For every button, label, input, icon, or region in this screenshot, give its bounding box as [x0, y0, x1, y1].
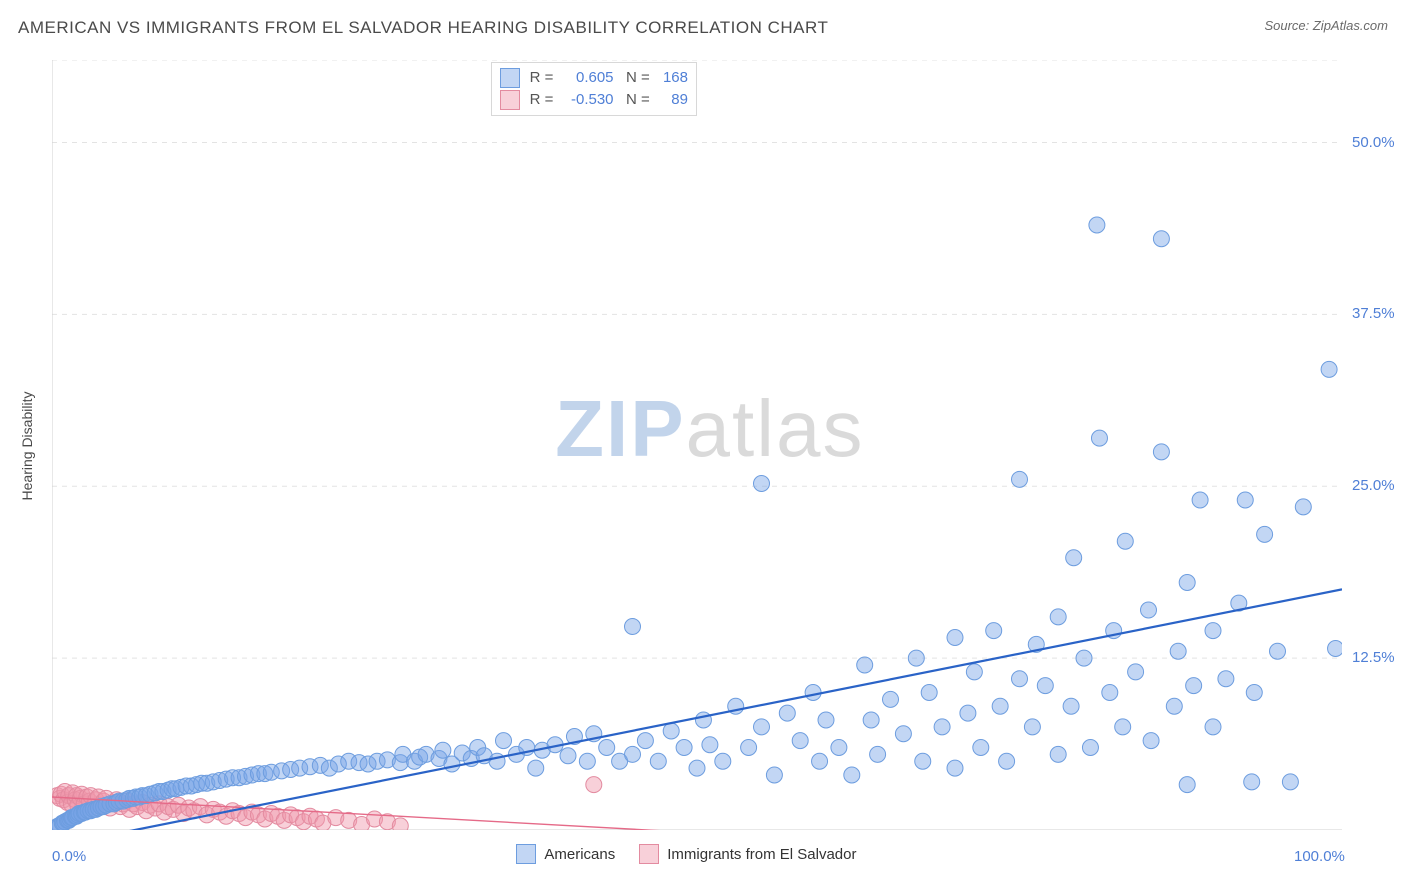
source-prefix: Source:	[1264, 18, 1312, 33]
stats-row: R = 0.605 N = 168	[500, 67, 688, 89]
y-tick-label: 37.5%	[1352, 305, 1395, 322]
y-tick-label: 50.0%	[1352, 134, 1395, 151]
source-name: ZipAtlas.com	[1313, 18, 1388, 33]
statistics-legend: R = 0.605 N = 168R = -0.530 N = 89	[491, 62, 697, 116]
y-tick-label: 25.0%	[1352, 477, 1395, 494]
x-tick-label: 0.0%	[52, 848, 86, 865]
legend-swatch	[500, 68, 520, 88]
x-tick-label: 100.0%	[1294, 848, 1345, 865]
stats-row: R = -0.530 N = 89	[500, 89, 688, 111]
series-legend: Americans Immigrants from El Salvador	[516, 844, 856, 864]
scatter-plot	[52, 60, 1342, 830]
legend-swatch	[516, 844, 536, 864]
legend-label: Americans	[544, 846, 615, 863]
stats-text: R = -0.530 N = 89	[530, 89, 688, 111]
y-axis-label: Hearing Disability	[19, 392, 35, 501]
y-axis-label-wrap: Hearing Disability	[12, 0, 42, 892]
y-tick-label: 12.5%	[1352, 649, 1395, 666]
chart-header: AMERICAN VS IMMIGRANTS FROM EL SALVADOR …	[18, 18, 1388, 48]
legend-item: Americans	[516, 844, 615, 864]
legend-label: Immigrants from El Salvador	[667, 846, 856, 863]
legend-swatch	[500, 90, 520, 110]
legend-item: Immigrants from El Salvador	[639, 844, 856, 864]
source-attribution: Source: ZipAtlas.com	[1264, 18, 1388, 33]
legend-swatch	[639, 844, 659, 864]
stats-text: R = 0.605 N = 168	[530, 67, 688, 89]
chart-title: AMERICAN VS IMMIGRANTS FROM EL SALVADOR …	[18, 18, 828, 37]
